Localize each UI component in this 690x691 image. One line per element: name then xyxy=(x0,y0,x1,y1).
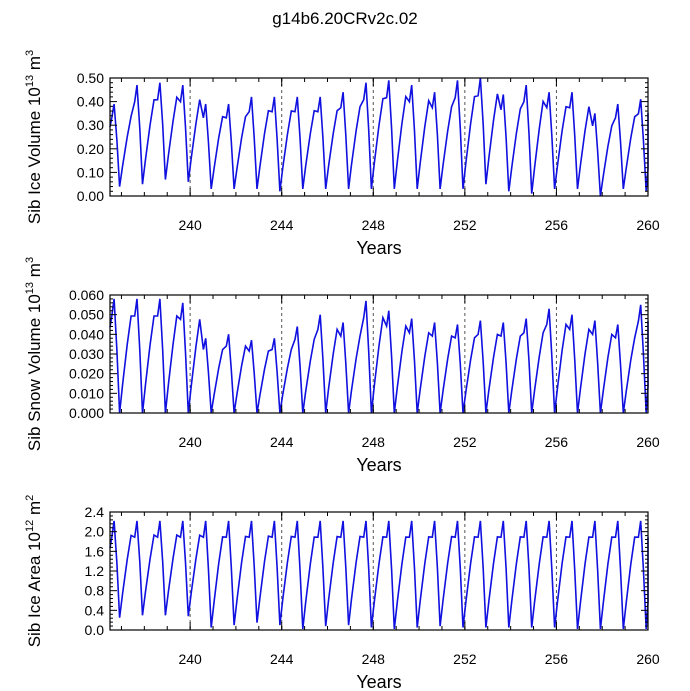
y-tick-label: 0.00 xyxy=(77,188,104,204)
y-tick-label: 0.060 xyxy=(69,287,104,303)
y-axis-label-part: Sib Snow Volume 10 xyxy=(25,294,44,451)
figure-title: g14b6.20CRv2c.02 xyxy=(272,9,418,28)
y-axis-label-part: 3 xyxy=(24,257,36,263)
panel-2: 0.000 0.010 0.020 0.030 0.040 0.050 0.060 240 24… xyxy=(24,257,660,475)
y-axis-label-part: Sib Ice Area 10 xyxy=(25,532,44,647)
x-tick-label: 260 xyxy=(636,651,660,667)
y-tick-label: 0.8 xyxy=(85,583,105,599)
x-tick-label: 260 xyxy=(636,434,660,450)
series-line xyxy=(109,520,649,630)
x-tick-label: 252 xyxy=(453,217,477,233)
y-axis-label-part: 3 xyxy=(24,50,36,56)
plot-frame xyxy=(109,77,649,197)
panel-1: 0.00 0.10 0.20 0.30 0.40 0.50 240 244 248 252 256 2… xyxy=(24,50,660,258)
y-axis-label: Sib Ice Area 1012 m2 xyxy=(24,495,44,648)
y-axis-label-part: m xyxy=(25,501,44,520)
y-axis-label: Sib Snow Volume 1013 m3 xyxy=(24,257,44,451)
x-tick-label: 240 xyxy=(178,434,202,450)
x-tick-label: 248 xyxy=(362,217,386,233)
x-tick-label: 248 xyxy=(362,434,386,450)
y-axis-label-part: m xyxy=(25,56,44,75)
y-axis-label-part: m xyxy=(25,263,44,282)
y-tick-label: 0.020 xyxy=(69,366,104,382)
y-axis-label: Sib Ice Volume 1013 m3 xyxy=(24,50,44,224)
x-tick-label: 252 xyxy=(453,434,477,450)
x-tick-label: 244 xyxy=(270,434,294,450)
x-tick-label: 240 xyxy=(178,651,202,667)
x-tick-label: 252 xyxy=(453,651,477,667)
x-tick-label: 256 xyxy=(545,651,569,667)
y-tick-label: 2.4 xyxy=(85,504,105,520)
x-axis-label: Years xyxy=(356,672,401,691)
y-axis-label-part: 12 xyxy=(24,520,36,532)
y-tick-label: 2.0 xyxy=(85,524,105,540)
y-tick-label: 0.50 xyxy=(77,70,104,86)
x-axis-label: Years xyxy=(356,238,401,258)
y-tick-label: 0.050 xyxy=(69,307,104,323)
y-tick-label: 0.4 xyxy=(85,602,105,618)
y-tick-label: 0.30 xyxy=(77,117,104,133)
y-tick-label: 0.0 xyxy=(85,622,105,638)
y-tick-label: 0.040 xyxy=(69,326,104,342)
x-axis-label: Years xyxy=(356,455,401,475)
x-tick-label: 248 xyxy=(362,651,386,667)
y-tick-label: 0.000 xyxy=(69,405,104,421)
x-tick-label: 244 xyxy=(270,217,294,233)
series-line xyxy=(109,77,649,197)
x-tick-label: 260 xyxy=(636,217,660,233)
y-tick-label: 0.20 xyxy=(77,141,104,157)
y-axis-label-part: 13 xyxy=(24,75,36,87)
y-tick-label: 0.030 xyxy=(69,346,104,362)
x-tick-label: 244 xyxy=(270,651,294,667)
plot-frame xyxy=(109,511,649,631)
y-tick-label: 0.10 xyxy=(77,164,104,180)
x-tick-label: 256 xyxy=(545,217,569,233)
y-axis-label-part: Sib Ice Volume 10 xyxy=(25,87,44,224)
x-tick-label: 256 xyxy=(545,434,569,450)
y-tick-label: 1.6 xyxy=(85,543,105,559)
panel-3: 0.0 0.4 0.8 1.2 1.6 2.0 2.4 240 244 248 252 256 260 Y… xyxy=(24,495,660,691)
y-tick-label: 0.40 xyxy=(77,94,104,110)
y-tick-label: 1.2 xyxy=(85,563,105,579)
y-tick-label: 0.010 xyxy=(69,385,104,401)
panels: 0.00 0.10 0.20 0.30 0.40 0.50 240 244 248 252 256 2… xyxy=(24,50,660,691)
y-axis-label-part: 13 xyxy=(24,282,36,294)
series-line xyxy=(109,298,649,414)
x-tick-label: 240 xyxy=(178,217,202,233)
y-axis-label-part: 2 xyxy=(24,495,36,501)
